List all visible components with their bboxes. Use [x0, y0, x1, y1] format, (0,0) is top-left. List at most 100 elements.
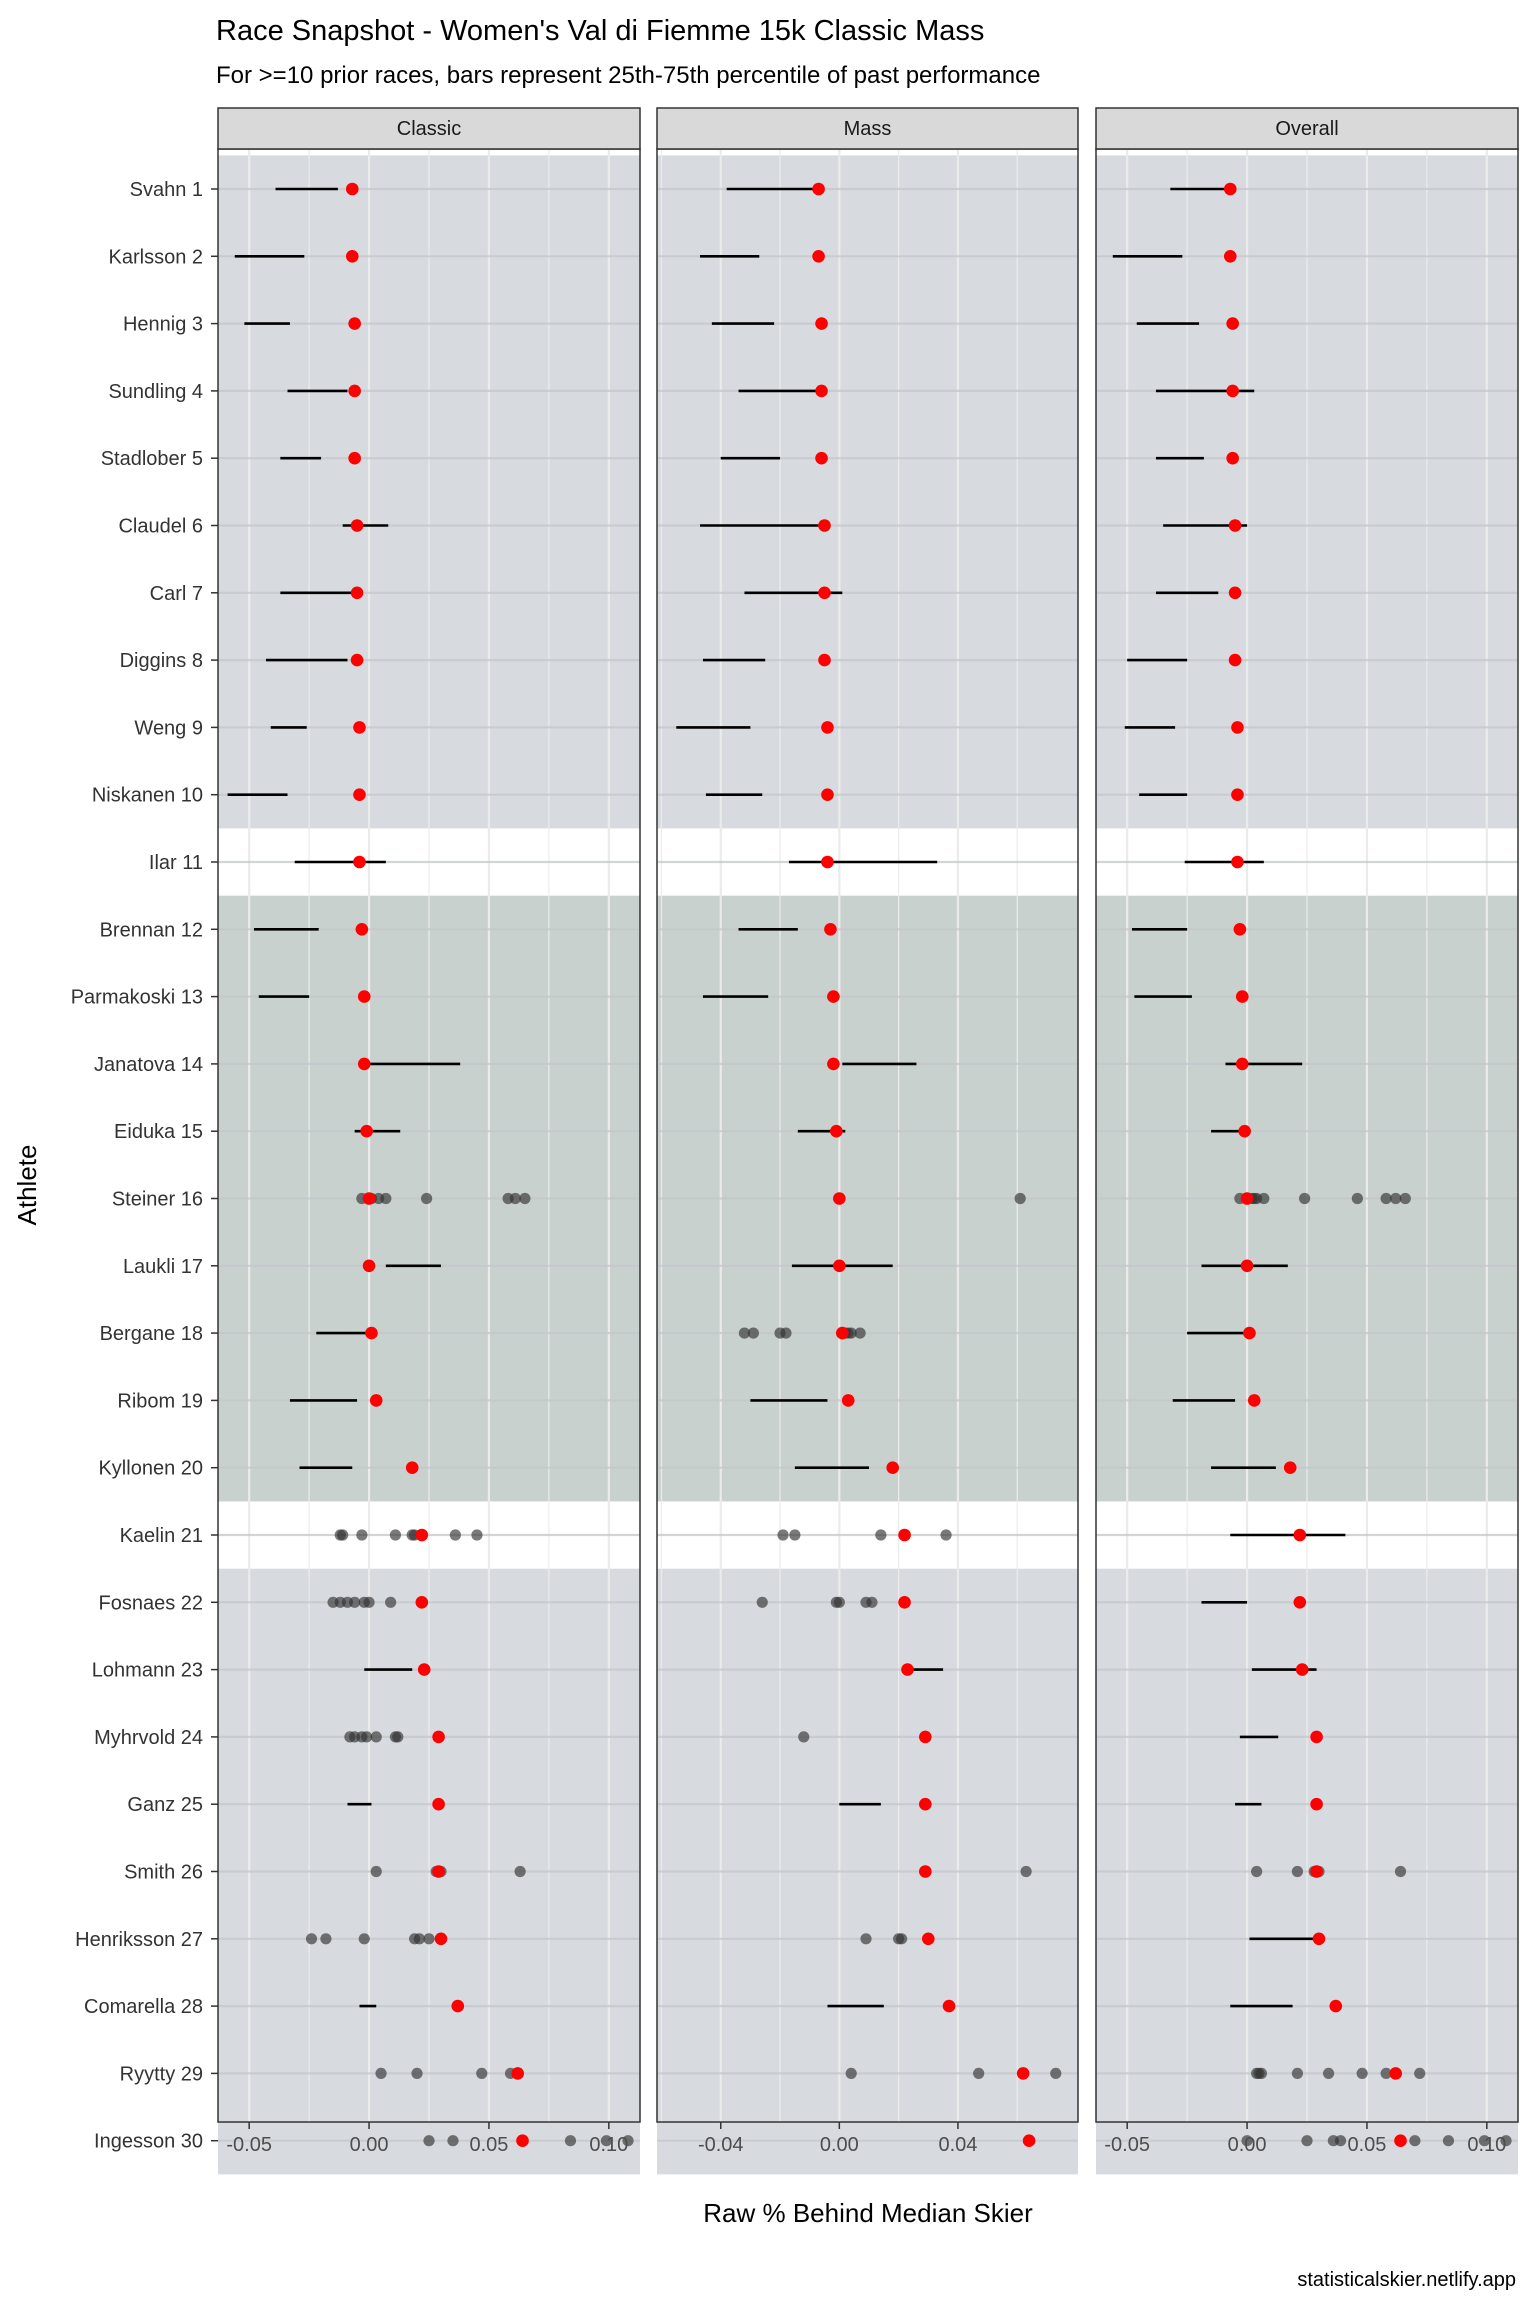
- current-race-point: [1223, 249, 1237, 263]
- current-race-point: [1329, 1999, 1343, 2013]
- current-race-point: [415, 1596, 429, 1609]
- current-race-point: [1310, 1865, 1323, 1878]
- past-race-point: [940, 1529, 952, 1541]
- current-race-point: [841, 1394, 855, 1407]
- athlete-label: Fosnaes 22: [98, 1592, 203, 1614]
- x-axis-title: Raw % Behind Median Skier: [703, 2198, 1033, 2228]
- past-race-point: [854, 1327, 866, 1339]
- current-race-point: [830, 1124, 843, 1138]
- athlete-label: Kaelin 21: [120, 1525, 203, 1547]
- past-race-point: [1291, 2067, 1304, 2079]
- facet-strip: [656, 107, 1079, 150]
- current-race-point: [516, 2134, 529, 2147]
- past-race-point: [845, 2067, 857, 2079]
- past-race-point: [476, 2067, 488, 2079]
- current-race-point: [812, 249, 825, 263]
- past-race-point: [449, 1529, 461, 1541]
- current-race-point: [1231, 855, 1244, 869]
- past-race-point: [361, 1731, 373, 1743]
- past-race-point: [1409, 2135, 1421, 2147]
- current-race-point: [365, 1326, 378, 1340]
- current-race-point: [345, 249, 359, 263]
- current-race-point: [350, 653, 364, 667]
- current-race-point: [815, 451, 828, 465]
- athlete-label: Diggins 8: [120, 650, 203, 672]
- past-race-point: [564, 2135, 577, 2147]
- current-race-point: [345, 182, 359, 196]
- past-race-point: [1050, 2067, 1062, 2079]
- current-race-point: [1235, 1057, 1249, 1071]
- current-race-point: [451, 1999, 465, 2013]
- current-race-point: [417, 1663, 431, 1676]
- current-race-point: [1283, 1461, 1297, 1474]
- past-race-point: [358, 1933, 370, 1945]
- current-race-point: [1394, 2134, 1407, 2147]
- y-axis-title: Athlete: [12, 1145, 42, 1226]
- x-tick-label: -0.04: [698, 2134, 744, 2156]
- past-race-point: [1414, 2067, 1426, 2079]
- current-race-point: [1389, 2067, 1403, 2080]
- panels: Classic -0.05 0.00 0.05 0.10 Mass -0.04 0.00 0.0…: [217, 107, 1519, 2175]
- current-race-point: [1240, 1192, 1254, 1205]
- current-race-point: [1228, 519, 1242, 532]
- past-race-point: [392, 1731, 404, 1743]
- facet-strip: [217, 107, 641, 150]
- x-tick-label: 0.05: [1347, 2134, 1386, 2156]
- panel-mass: Mass -0.04 0.00 0.04: [656, 107, 1079, 2175]
- row-labels: Svahn 1 Karlsson 2 Hennig 3 Sundling 4 Stadl…: [71, 179, 218, 2153]
- x-tick-label: 0.05: [469, 2134, 508, 2156]
- chart-subtitle: For >=10 prior races, bars represent 25t…: [216, 62, 1040, 89]
- current-race-point: [355, 923, 369, 936]
- past-race-point: [895, 1933, 908, 1945]
- athlete-label: Lohmann 23: [92, 1660, 203, 1682]
- current-race-point: [1223, 182, 1237, 196]
- current-race-point: [353, 855, 366, 869]
- current-race-point: [1293, 1528, 1307, 1542]
- current-race-point: [405, 1461, 419, 1474]
- current-race-point: [818, 653, 831, 667]
- past-race-point: [349, 1596, 361, 1608]
- past-race-point: [370, 1865, 382, 1878]
- current-race-point: [348, 317, 361, 330]
- past-race-point: [777, 1529, 789, 1541]
- past-race-point: [514, 1865, 526, 1878]
- past-race-point: [973, 2067, 985, 2079]
- x-tick-label: 0.10: [589, 2134, 628, 2156]
- current-race-point: [434, 1932, 448, 1946]
- current-race-point: [821, 721, 834, 734]
- current-race-point: [835, 1326, 849, 1340]
- current-race-point: [1228, 653, 1242, 667]
- past-race-point: [519, 1192, 531, 1205]
- current-race-point: [1231, 788, 1244, 801]
- current-race-point: [833, 1192, 846, 1205]
- past-race-point: [1322, 2067, 1335, 2079]
- current-race-point: [898, 1596, 911, 1609]
- current-race-point: [833, 1259, 846, 1273]
- past-race-point: [789, 1529, 801, 1541]
- past-race-point: [363, 1596, 375, 1608]
- athlete-label: Myhrvold 24: [94, 1727, 203, 1749]
- past-race-point: [845, 1327, 857, 1339]
- current-race-point: [432, 1797, 445, 1811]
- past-race-point: [622, 2135, 634, 2147]
- athlete-label: Sundling 4: [108, 381, 203, 403]
- past-race-point: [860, 1933, 872, 1945]
- athlete-label: Kyllonen 20: [98, 1458, 203, 1480]
- current-race-point: [362, 1259, 376, 1273]
- past-race-point: [1380, 1192, 1392, 1205]
- current-race-point: [821, 788, 834, 801]
- current-race-point: [901, 1663, 914, 1676]
- past-race-point: [471, 1529, 483, 1541]
- current-race-point: [432, 1865, 445, 1878]
- athlete-label: Stadlober 5: [101, 448, 203, 470]
- past-race-point: [1390, 1192, 1402, 1205]
- tier-band: [657, 155, 1078, 829]
- x-tick-label: -0.05: [1104, 2134, 1150, 2156]
- past-race-point: [320, 1933, 332, 1945]
- past-race-point: [421, 1192, 433, 1205]
- past-race-point: [747, 1327, 759, 1339]
- past-race-point: [1356, 2067, 1368, 2079]
- past-race-point: [389, 1529, 402, 1541]
- athlete-label: Karlsson 2: [109, 246, 204, 268]
